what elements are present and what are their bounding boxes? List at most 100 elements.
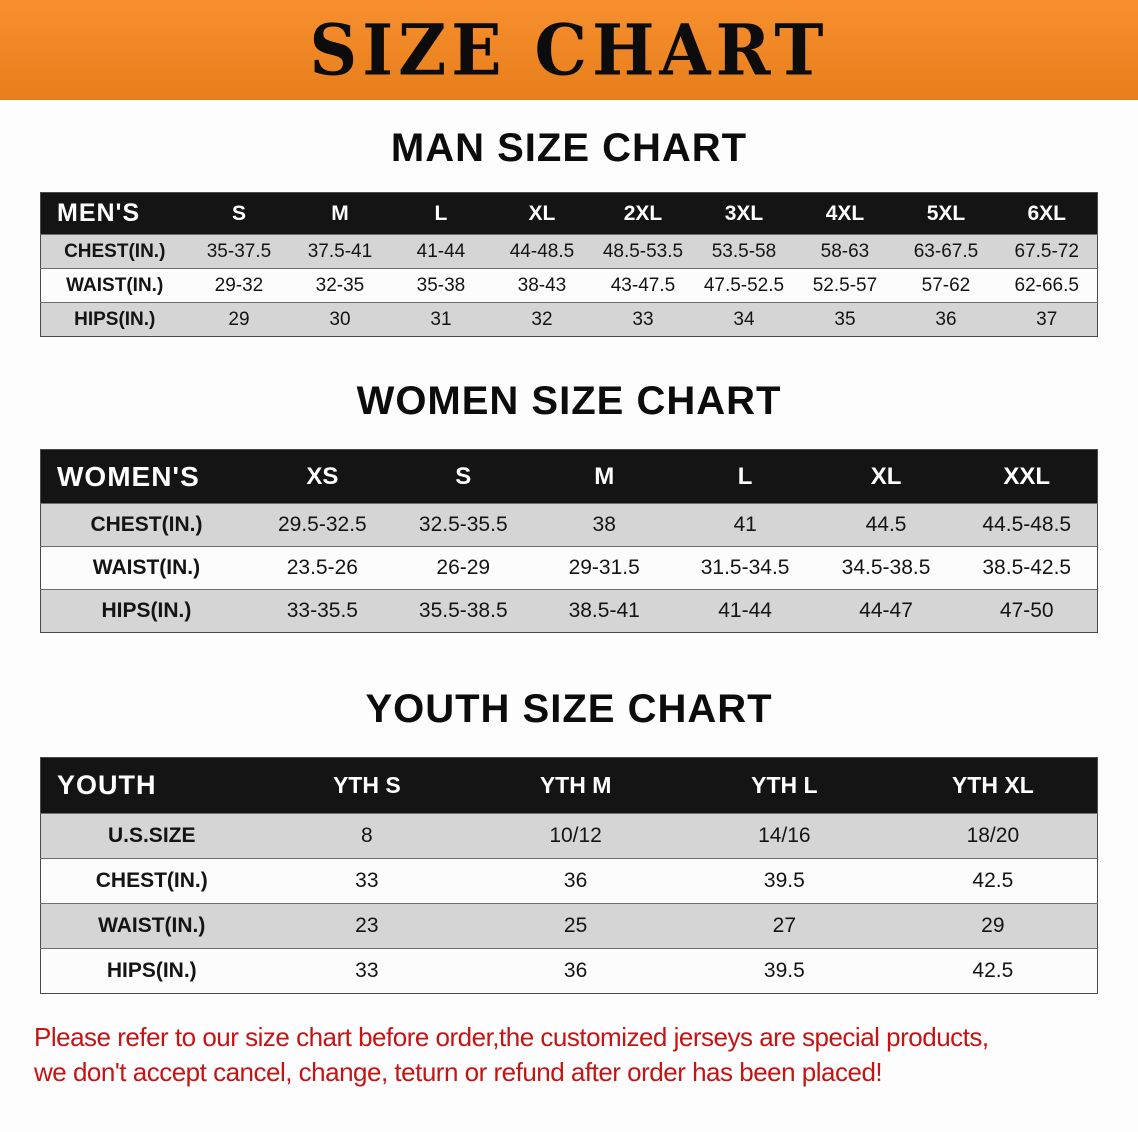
measurement-value-cell: 44.5 [865, 513, 907, 536]
measurement-value-cell: 18/20 [966, 824, 1020, 847]
size-chart-page: SIZE CHART MAN SIZE CHART MEN'S S M L XL 2XL 3… [0, 0, 1138, 1090]
table-row: CHEST(IN.) 35-37.5 37.5-41 41-44 44-48.5 48.5… [40, 234, 1098, 269]
disclaimer-line-1: Please refer to our size chart before or… [34, 1022, 989, 1052]
measurement-value-cell: 39.5 [763, 959, 805, 982]
measurement-value-cell: 35 [834, 308, 856, 330]
youth-section-heading: YOUTH SIZE CHART [365, 687, 773, 731]
measurement-value-cell: 33-35.5 [286, 599, 358, 622]
size-header-cell: L [390, 192, 492, 235]
measurement-value-cell: 38.5-42.5 [982, 556, 1072, 579]
size-header-cell: 3XL [693, 192, 795, 235]
measurement-value-cell: 62-66.5 [1014, 274, 1079, 296]
table-row: CHEST(IN.) 33 36 39.5 42.5 [40, 858, 1098, 904]
measurement-value-cell: 29-31.5 [568, 556, 640, 579]
measurement-value-cell: 53.5-58 [711, 240, 777, 262]
page-title: SIZE CHART [309, 8, 829, 92]
measurement-value-cell: 38.5-41 [568, 599, 640, 622]
measurement-value-cell: 52.5-57 [812, 274, 878, 296]
measurement-value-cell: 42.5 [972, 959, 1014, 982]
disclaimer-line-2: we don't accept cancel, change, teturn o… [34, 1057, 883, 1088]
measurement-value-cell: 41 [733, 513, 757, 536]
measurement-value-cell: 47.5-52.5 [703, 274, 785, 296]
row-label-cell: CHEST(IN.) [90, 513, 203, 536]
measurement-value-cell: 34 [733, 308, 755, 330]
measurement-value-cell: 57-62 [921, 274, 971, 296]
measurement-value-cell: 26-29 [436, 556, 491, 579]
measurement-value-cell: 30 [329, 308, 351, 330]
size-header-cell: 4XL [794, 192, 896, 235]
measurement-value-cell: 43-47.5 [610, 274, 676, 296]
measurement-value-cell: 29-32 [214, 274, 264, 296]
section-youth: YOUTH SIZE CHART YOUTH YTH S YTH M YTH L YTH… [0, 687, 1138, 994]
row-label-cell: U.S.SIZE [107, 824, 196, 847]
measurement-value-cell: 44-47 [859, 599, 913, 622]
measurement-value-cell: 37 [1036, 308, 1058, 330]
row-label-cell: HIPS(IN.) [106, 959, 197, 982]
measurement-value-cell: 58-63 [820, 240, 870, 262]
table-row: WAIST(IN.) 23.5-26 26-29 29-31.5 31.5-34.5 34… [40, 546, 1098, 590]
table-row: WAIST(IN.) 29-32 32-35 35-38 38-43 43-47.5 47.… [40, 268, 1098, 303]
measurement-value-cell: 39.5 [763, 869, 805, 892]
measurement-value-cell: 29 [981, 914, 1005, 937]
measurement-value-cell: 37.5-41 [307, 240, 373, 262]
measurement-value-cell: 35-38 [416, 274, 466, 296]
measurement-value-cell: 36 [563, 959, 588, 982]
size-header-cell: XS [251, 449, 393, 504]
measurement-value-cell: 67.5-72 [1014, 240, 1079, 262]
row-label-cell: CHEST(IN.) [64, 240, 166, 262]
section-men: MAN SIZE CHART MEN'S S M L XL 2XL 3XL 4XL 5XL 6XL… [0, 126, 1138, 337]
table-title-cell: WOMEN'S [40, 449, 252, 504]
measurement-value-cell: 32 [531, 308, 553, 330]
size-header-cell: XL [491, 192, 593, 235]
youth-size-table: YOUTH YTH S YTH M YTH L YTH XL U.S.SIZE 8 10/1… [40, 757, 1098, 994]
measurement-value-cell: 32.5-35.5 [418, 513, 508, 536]
row-label-cell: CHEST(IN.) [95, 869, 208, 892]
measurement-value-cell: 41-44 [718, 599, 772, 622]
row-label-cell: WAIST(IN.) [66, 274, 164, 296]
measurement-value-cell: 33 [355, 959, 379, 982]
row-label-cell: HIPS(IN.) [74, 308, 156, 330]
measurement-value-cell: 31 [430, 308, 452, 330]
measurement-value-cell: 14/16 [758, 824, 811, 847]
table-body: CHEST(IN.) 35-37.5 37.5-41 41-44 44-48.5 48.5… [40, 234, 1098, 337]
measurement-value-cell: 32-35 [315, 274, 365, 296]
size-header-cell: M [533, 449, 675, 504]
measurement-value-cell: 23 [355, 914, 379, 937]
measurement-value-cell: 29.5-32.5 [277, 513, 367, 536]
table-header-row: MEN'S S M L XL 2XL 3XL 4XL 5XL 6XL [40, 192, 1098, 235]
measurement-value-cell: 31.5-34.5 [700, 556, 790, 579]
measurement-value-cell: 63-67.5 [913, 240, 979, 262]
measurement-value-cell: 42.5 [972, 869, 1014, 892]
measurement-value-cell: 10/12 [549, 824, 602, 847]
table-title-cell: MEN'S [40, 192, 189, 235]
measurement-value-cell: 35.5-38.5 [418, 599, 508, 622]
disclaimer: Please refer to our size chart before or… [34, 1020, 1104, 1090]
table-row: HIPS(IN.) 33 36 39.5 42.5 [40, 948, 1098, 994]
row-label-cell: HIPS(IN.) [101, 599, 192, 622]
size-header-cell: M [289, 192, 391, 235]
table-title-cell: YOUTH [40, 757, 263, 814]
measurement-value-cell: 44.5-48.5 [982, 513, 1072, 536]
women-section-heading: WOMEN SIZE CHART [356, 379, 782, 423]
size-header-cell: XXL [956, 449, 1098, 504]
measurement-value-cell: 36 [935, 308, 957, 330]
size-header-cell: S [392, 449, 534, 504]
size-header-cell: YTH S [262, 757, 472, 814]
table-body: CHEST(IN.) 29.5-32.5 32.5-35.5 38 41 44.5 44.5… [40, 503, 1098, 633]
measurement-value-cell: 25 [563, 914, 588, 937]
size-header-cell: L [674, 449, 816, 504]
table-body: U.S.SIZE 8 10/12 14/16 18/20 CHEST(IN.) 33 36 39… [40, 813, 1098, 994]
banner: SIZE CHART [0, 0, 1138, 100]
row-label-cell: WAIST(IN.) [92, 556, 201, 579]
table-header-row: WOMEN'S XS S M L XL XXL [40, 449, 1098, 504]
women-size-table: WOMEN'S XS S M L XL XXL CHEST(IN.) 29.5-32.5 32.… [40, 449, 1098, 633]
measurement-value-cell: 33 [355, 869, 379, 892]
measurement-value-cell: 38 [592, 513, 616, 536]
size-header-cell: 2XL [592, 192, 694, 235]
table-row: HIPS(IN.) 33-35.5 35.5-38.5 38.5-41 41-44 44-… [40, 589, 1098, 633]
size-header-cell: 6XL [996, 192, 1098, 235]
men-section-heading: MAN SIZE CHART [390, 126, 748, 170]
table-row: HIPS(IN.) 29 30 31 32 33 34 35 36 37 [40, 302, 1098, 337]
size-header-cell: S [188, 192, 290, 235]
table-header-row: YOUTH YTH S YTH M YTH L YTH XL [40, 757, 1098, 814]
